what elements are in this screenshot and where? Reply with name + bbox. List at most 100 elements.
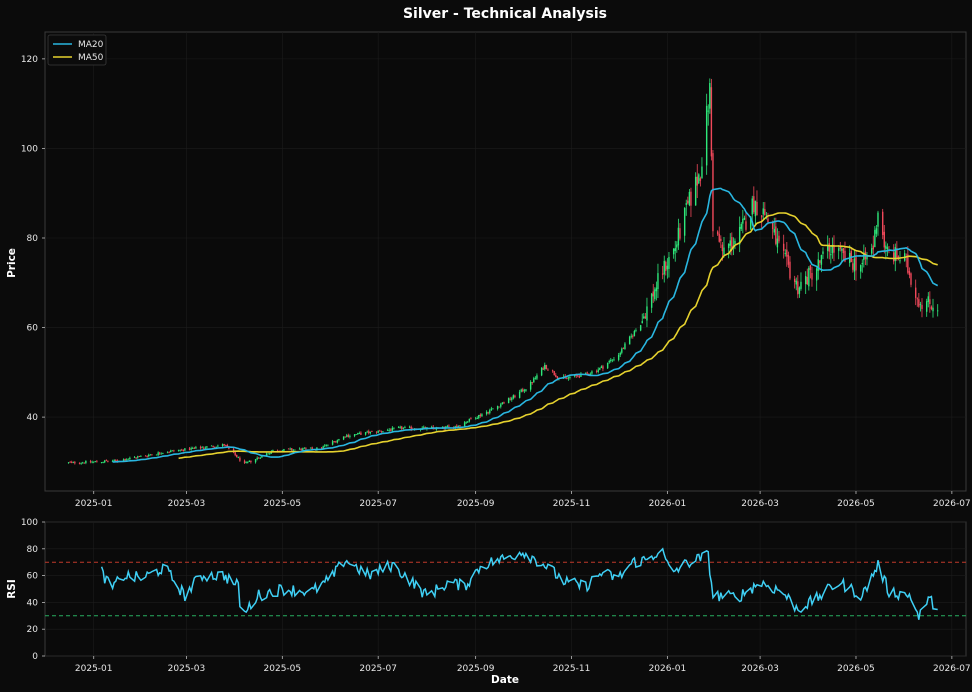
candle-body bbox=[177, 450, 180, 451]
candle-body bbox=[635, 330, 637, 331]
candle-body bbox=[404, 427, 406, 428]
candle-body bbox=[135, 457, 137, 459]
price-y-ticks: 40 60 80 100 120 bbox=[21, 55, 45, 423]
price-x-tick-label: 2025-03 bbox=[168, 499, 206, 509]
candle-body bbox=[613, 359, 615, 361]
candle-body bbox=[474, 418, 477, 420]
candle-body bbox=[89, 461, 92, 463]
candle-body bbox=[775, 226, 777, 244]
candle-body bbox=[573, 374, 576, 377]
candle-body bbox=[490, 408, 493, 410]
rsi-x-tick-label: 2026-03 bbox=[741, 664, 779, 674]
rsi-line bbox=[100, 547, 938, 620]
candle-body bbox=[509, 398, 511, 400]
candle-body bbox=[578, 376, 581, 378]
candle-body bbox=[380, 430, 383, 432]
candle-body bbox=[344, 436, 346, 438]
candle-body bbox=[707, 110, 709, 112]
candle-body bbox=[160, 453, 163, 455]
candle-body bbox=[881, 211, 884, 235]
candle-body bbox=[479, 414, 482, 417]
candle-body bbox=[608, 360, 610, 363]
candle-body bbox=[918, 299, 920, 307]
rsi-y-label: RSI bbox=[6, 579, 18, 599]
candle-body bbox=[349, 435, 351, 437]
candle-body bbox=[621, 348, 623, 353]
price-x-tick-label: 2025-05 bbox=[264, 499, 302, 509]
price-x-tick-label: 2025-11 bbox=[553, 499, 591, 509]
candle-body bbox=[523, 390, 526, 392]
candle-body bbox=[397, 427, 400, 429]
candle-body bbox=[786, 249, 788, 257]
candle-body bbox=[289, 448, 291, 450]
candle-body bbox=[74, 462, 76, 464]
legend-ma50-label: MA50 bbox=[78, 53, 104, 63]
candle-body bbox=[203, 447, 205, 449]
candle-body bbox=[745, 221, 747, 230]
candle-body bbox=[830, 254, 832, 256]
candle-body bbox=[844, 250, 846, 262]
rsi-x-label: Date bbox=[491, 674, 519, 686]
candle-body bbox=[789, 261, 791, 279]
candle-body bbox=[534, 377, 537, 379]
candle-body bbox=[514, 395, 516, 398]
candle-body bbox=[116, 460, 119, 462]
candle-body bbox=[599, 367, 601, 370]
candle-body bbox=[107, 461, 109, 462]
candle-body bbox=[751, 198, 753, 215]
candle-body bbox=[518, 391, 521, 398]
candle-body bbox=[96, 461, 98, 463]
candle-body bbox=[520, 389, 522, 392]
rsi-x-tick-label: 2025-01 bbox=[75, 664, 113, 674]
candle-body bbox=[303, 447, 306, 449]
candle-body bbox=[237, 457, 240, 459]
candle-body bbox=[926, 301, 928, 312]
price-y-tick-label: 100 bbox=[21, 144, 38, 154]
candle-body bbox=[553, 371, 555, 376]
candle-body bbox=[298, 448, 301, 450]
candle-body bbox=[127, 458, 130, 460]
candle-body bbox=[699, 178, 702, 181]
candle-body bbox=[201, 447, 203, 449]
candle-body bbox=[137, 456, 139, 458]
candle-body bbox=[886, 247, 889, 250]
candle-body bbox=[267, 453, 269, 455]
candle-body bbox=[586, 372, 588, 374]
candle-body bbox=[155, 454, 158, 456]
candle-body bbox=[149, 454, 152, 456]
candle-body bbox=[336, 440, 339, 443]
candle-body bbox=[875, 228, 878, 234]
price-x-tick-label: 2026-01 bbox=[649, 499, 687, 509]
candle-body bbox=[698, 174, 700, 184]
rsi-axes-frame bbox=[44, 521, 967, 657]
candle-body bbox=[485, 411, 488, 415]
candle-body bbox=[852, 263, 854, 270]
candle-body bbox=[661, 273, 664, 275]
candle-body bbox=[184, 448, 186, 451]
candle-body bbox=[492, 408, 494, 410]
candle-body bbox=[481, 414, 483, 417]
candle-body bbox=[556, 376, 559, 379]
candle-body bbox=[688, 191, 691, 206]
candle-body bbox=[547, 369, 549, 371]
candle-body bbox=[531, 382, 533, 384]
candle-body bbox=[569, 377, 571, 378]
candle-body bbox=[894, 247, 896, 261]
rsi-y-tick-label: 60 bbox=[27, 572, 39, 582]
candle-body bbox=[188, 448, 191, 450]
candle-body bbox=[762, 208, 764, 215]
price-x-tick-label: 2025-01 bbox=[75, 499, 113, 509]
candle-body bbox=[104, 460, 106, 463]
candle-body bbox=[503, 402, 505, 404]
candle-body bbox=[828, 243, 830, 252]
price-y-label: Price bbox=[6, 248, 18, 278]
candle-body bbox=[258, 457, 260, 459]
candle-body bbox=[743, 217, 746, 220]
candle-body bbox=[663, 260, 665, 275]
rsi-y-tick-label: 20 bbox=[27, 625, 39, 635]
candle-body bbox=[804, 276, 807, 285]
candle-body bbox=[93, 461, 95, 463]
candle-body bbox=[643, 316, 645, 319]
candle-body bbox=[820, 255, 823, 265]
